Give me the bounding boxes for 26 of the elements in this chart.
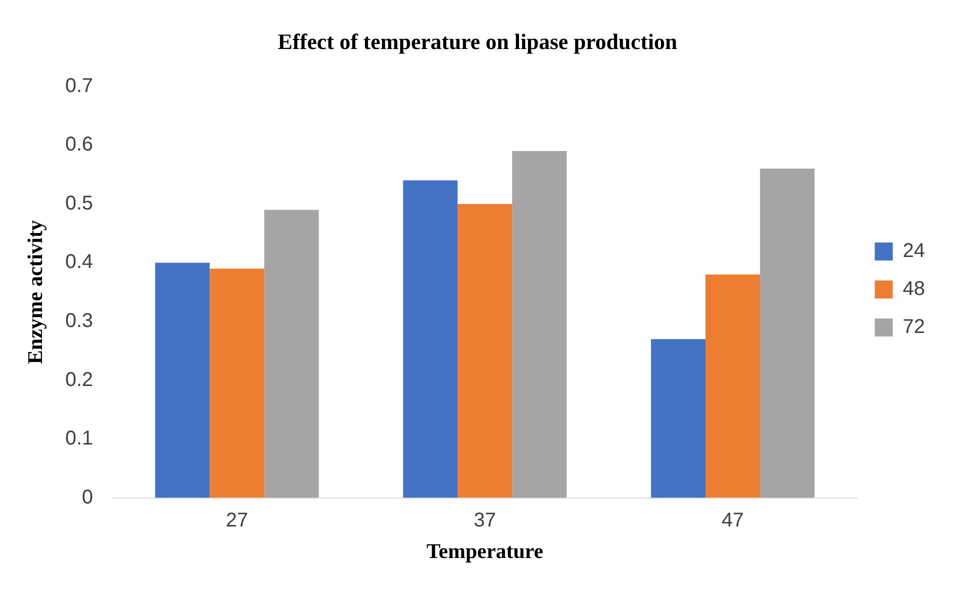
bar bbox=[210, 268, 264, 498]
bar bbox=[264, 210, 319, 498]
x-tick-label: 37 bbox=[474, 509, 496, 532]
y-tick-label: 0.4 bbox=[65, 251, 94, 274]
y-tick-label: 0.6 bbox=[65, 134, 94, 156]
x-tick-label: 27 bbox=[226, 509, 248, 532]
bar bbox=[403, 180, 458, 498]
x-axis-title: Temperature bbox=[426, 538, 544, 563]
y-tick-label: 0.1 bbox=[65, 428, 94, 450]
legend-label: 24 bbox=[902, 240, 926, 262]
y-tick-label: 0.7 bbox=[65, 74, 94, 97]
y-tick-label: 0 bbox=[82, 486, 94, 508]
y-axis-title: Enzyme activity bbox=[23, 220, 48, 364]
legend-label: 72 bbox=[902, 316, 926, 338]
x-tick-label: 47 bbox=[722, 509, 744, 532]
y-tick-label: 0.3 bbox=[65, 310, 94, 332]
bar bbox=[512, 151, 567, 498]
chart-title: Effect of temperature on lipase production bbox=[278, 28, 678, 54]
y-tick-label: 0.2 bbox=[65, 368, 94, 391]
bar bbox=[650, 339, 706, 498]
bar bbox=[458, 204, 512, 498]
y-tick-label: 0.5 bbox=[65, 192, 94, 214]
legend-label: 48 bbox=[902, 278, 926, 300]
bar bbox=[706, 274, 760, 498]
bar bbox=[760, 168, 815, 498]
bar bbox=[155, 262, 210, 498]
